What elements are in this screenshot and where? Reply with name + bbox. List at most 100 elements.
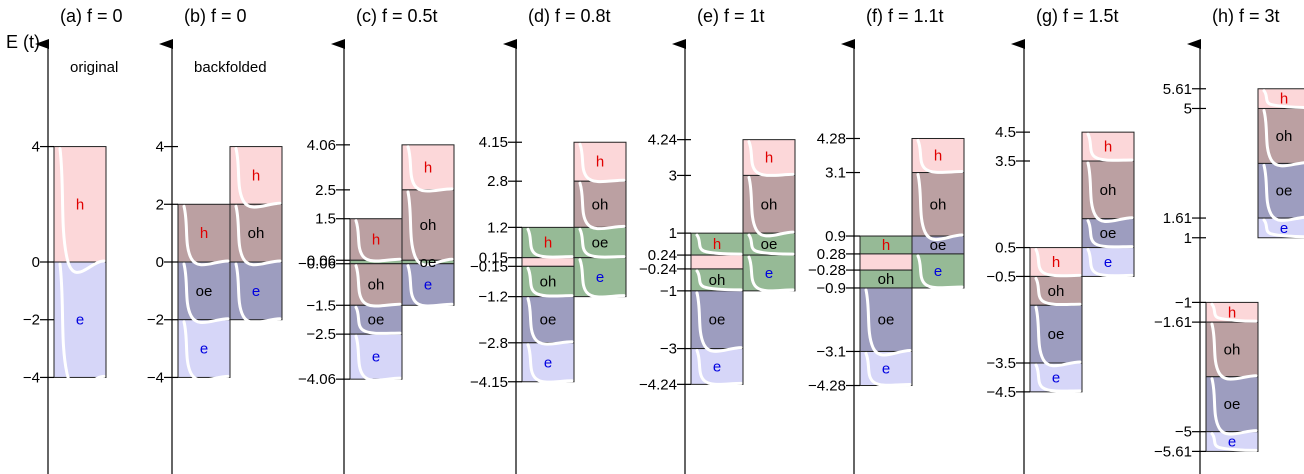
panel-7: (h) f = 3t h oh oe e h oh oe e 5.61 5 1.61 1 −1 −1.61 −… bbox=[1154, 6, 1304, 474]
dos-curve bbox=[916, 254, 964, 290]
band-label: e bbox=[596, 269, 604, 286]
tick-label: −4 bbox=[23, 369, 40, 386]
band-label: h bbox=[544, 235, 552, 252]
tick-label: 0.24 bbox=[648, 247, 677, 264]
tick-label: −0.06 bbox=[298, 256, 336, 273]
tick-label: 0.5 bbox=[995, 240, 1016, 257]
tick-label: 5 bbox=[1184, 100, 1192, 117]
panel-subtitle: backfolded bbox=[194, 59, 267, 76]
tick-label: 4.15 bbox=[479, 134, 508, 151]
panel-4: (e) f = 1t h oh oe e h oh oe e 4.24 3 1 0.24−0.24 −1 −… bbox=[639, 6, 796, 474]
band-label: oh bbox=[761, 196, 778, 213]
dos-curve bbox=[747, 255, 795, 293]
band-label: oe bbox=[1048, 326, 1065, 343]
band-label: e bbox=[76, 312, 84, 329]
tick-label: 2.5 bbox=[315, 182, 336, 199]
dos-curve bbox=[182, 204, 230, 267]
band-column-1: h oh oe e bbox=[911, 137, 965, 290]
tick-label: 0.06 bbox=[307, 252, 336, 269]
panel-title: (e) f = 1t bbox=[697, 6, 765, 26]
dos-curve bbox=[1034, 305, 1082, 368]
tick-label: −1.5 bbox=[306, 297, 336, 314]
band-label: oh bbox=[248, 225, 265, 242]
tick-label: −3.5 bbox=[986, 355, 1016, 372]
band-label: oe bbox=[1276, 183, 1293, 200]
panel-1: (b) f = 0 backfolded h oe e h oh e 4 2 0 −2 −4 bbox=[147, 6, 283, 474]
tick-label: 3.1 bbox=[825, 165, 846, 182]
band-column-1: h oh oe e bbox=[1257, 88, 1304, 239]
tick-label: −4.24 bbox=[639, 376, 677, 393]
band-column-0: h oh oe e bbox=[859, 235, 913, 387]
band-label: h bbox=[1280, 91, 1288, 108]
tick-label: −5 bbox=[1175, 424, 1192, 441]
panel-title: (c) f = 0.5t bbox=[356, 6, 438, 26]
dos-curve bbox=[1086, 132, 1134, 162]
band-label: oh bbox=[1276, 128, 1293, 145]
tick-label: 2 bbox=[156, 196, 164, 213]
panel-subtitle: original bbox=[70, 59, 118, 76]
band-column-0: h oh oe e bbox=[690, 232, 744, 386]
dos-curve bbox=[1210, 302, 1258, 323]
dos-curve bbox=[1210, 322, 1258, 381]
band-column-0: h oe e bbox=[177, 203, 231, 382]
tick-label: 2.8 bbox=[487, 173, 508, 190]
band-label: oe bbox=[1100, 225, 1117, 242]
band-column-1: h oh oe e bbox=[1081, 131, 1135, 278]
dos-curve bbox=[1034, 248, 1082, 278]
dos-curve bbox=[234, 262, 282, 325]
band-label: oe bbox=[761, 236, 778, 253]
tick-label: −1.2 bbox=[478, 289, 508, 306]
dos-curve bbox=[58, 262, 106, 390]
dos-curve bbox=[695, 291, 743, 353]
tick-label: −2 bbox=[147, 312, 164, 329]
band-label: e bbox=[372, 349, 380, 366]
dos-curve bbox=[234, 204, 282, 267]
tick-label: 3 bbox=[669, 167, 677, 184]
band-label: oh bbox=[368, 277, 385, 294]
band-label: e bbox=[544, 354, 552, 371]
dos-curve bbox=[406, 264, 454, 308]
band-label: h bbox=[424, 159, 432, 176]
energy-axis-label: E (t) bbox=[6, 32, 40, 52]
tick-label: 4.06 bbox=[307, 137, 336, 154]
band-label: oe bbox=[709, 312, 726, 329]
band-column-0: h oh oe e bbox=[1029, 247, 1083, 393]
dos-curve bbox=[578, 142, 626, 184]
dos-curve bbox=[916, 138, 964, 174]
tick-label: 0.9 bbox=[825, 228, 846, 245]
band-label: h bbox=[372, 231, 380, 248]
tick-label: −3 bbox=[660, 341, 677, 358]
band-label: oe bbox=[1224, 396, 1241, 413]
tick-label: −1.61 bbox=[1154, 314, 1192, 331]
tick-label: −3.1 bbox=[816, 343, 846, 360]
band-label: e bbox=[713, 358, 721, 375]
band-column-1: h oh e bbox=[229, 146, 283, 325]
tick-label: 0 bbox=[32, 254, 40, 271]
tick-label: −5.61 bbox=[1154, 443, 1192, 460]
tick-label: −4.15 bbox=[470, 374, 508, 391]
band-label: oh bbox=[1224, 341, 1241, 358]
band-label: e bbox=[424, 277, 432, 294]
tick-label: −4.5 bbox=[986, 384, 1016, 401]
panel-title: (d) f = 0.8t bbox=[528, 6, 611, 26]
band-label: e bbox=[1052, 369, 1060, 386]
dos-curve bbox=[526, 297, 574, 346]
band-label: h bbox=[765, 150, 773, 167]
band-label: h bbox=[252, 167, 260, 184]
dos-curve bbox=[864, 288, 912, 357]
band-label: e bbox=[200, 341, 208, 358]
tick-label: −0.24 bbox=[639, 261, 677, 278]
band-label: oe bbox=[368, 312, 385, 329]
band-label: oh bbox=[420, 217, 437, 234]
band-h bbox=[521, 257, 575, 267]
tick-label: −2 bbox=[23, 312, 40, 329]
band-column-0: h oh oe e bbox=[1205, 301, 1259, 452]
band-label: oe bbox=[420, 254, 437, 271]
dos-curve bbox=[354, 334, 402, 382]
dos-curve bbox=[578, 181, 626, 231]
band-column-1: h oh oe e bbox=[742, 139, 796, 293]
band-label: e bbox=[252, 283, 260, 300]
dos-curve bbox=[747, 140, 795, 177]
